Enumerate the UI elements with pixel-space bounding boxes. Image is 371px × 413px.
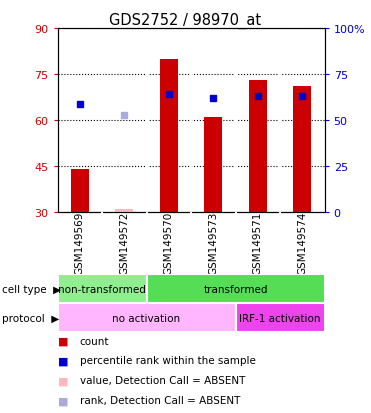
Text: GSM149570: GSM149570: [164, 211, 174, 274]
Text: percentile rank within the sample: percentile rank within the sample: [80, 356, 256, 366]
Text: ■: ■: [58, 356, 68, 366]
Text: ■: ■: [58, 375, 68, 385]
Text: GSM149573: GSM149573: [209, 211, 218, 274]
Text: GDS2752 / 98970_at: GDS2752 / 98970_at: [109, 13, 262, 29]
Text: rank, Detection Call = ABSENT: rank, Detection Call = ABSENT: [80, 395, 240, 405]
Text: GSM149569: GSM149569: [75, 211, 85, 274]
Text: no activation: no activation: [112, 313, 181, 323]
Bar: [58, 275, 147, 304]
Text: GSM149572: GSM149572: [119, 211, 129, 274]
Text: transformed: transformed: [203, 284, 268, 294]
Bar: [147, 275, 325, 304]
Text: ■: ■: [58, 336, 68, 346]
Text: value, Detection Call = ABSENT: value, Detection Call = ABSENT: [80, 375, 245, 385]
Text: IRF-1 activation: IRF-1 activation: [239, 313, 321, 323]
Bar: [236, 304, 325, 332]
Bar: [293, 87, 311, 213]
Bar: [249, 81, 267, 213]
Text: GSM149574: GSM149574: [298, 211, 307, 274]
Bar: [71, 170, 89, 213]
Text: ■: ■: [58, 395, 68, 405]
Bar: [160, 59, 178, 213]
Text: GSM149571: GSM149571: [253, 211, 263, 274]
Text: cell type  ▶: cell type ▶: [2, 284, 61, 294]
Text: protocol  ▶: protocol ▶: [2, 313, 59, 323]
Text: count: count: [80, 336, 109, 346]
Bar: [115, 210, 133, 213]
Text: non-transformed: non-transformed: [58, 284, 146, 294]
Bar: [58, 304, 236, 332]
Bar: [204, 118, 222, 213]
